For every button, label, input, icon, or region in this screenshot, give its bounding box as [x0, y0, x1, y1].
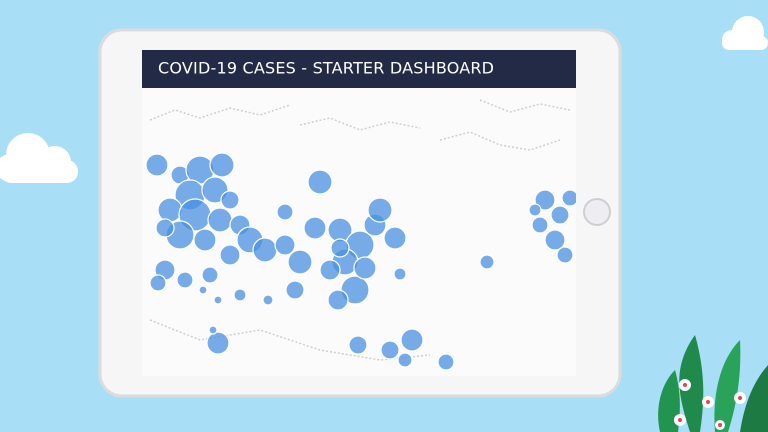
coastline: [439, 131, 561, 151]
case-bubble: [383, 226, 407, 250]
case-bubble: [262, 294, 274, 306]
coastline: [149, 104, 291, 121]
case-bubble: [198, 285, 208, 295]
case-bubble: [534, 189, 556, 211]
dashboard-title: COVID-19 CASES - STARTER DASHBOARD: [158, 59, 494, 78]
case-bubble: [176, 271, 194, 289]
case-bubble: [149, 274, 167, 292]
case-bubble: [380, 340, 400, 360]
case-bubble: [327, 289, 349, 311]
cloud-right: [722, 16, 768, 50]
coastline: [149, 319, 431, 361]
case-bubble: [219, 244, 241, 266]
case-bubble: [276, 203, 294, 221]
case-bubble: [531, 216, 549, 234]
cloud-left: [0, 133, 78, 183]
case-bubble: [550, 205, 570, 225]
header-bar: [142, 50, 576, 88]
coastline: [479, 99, 571, 113]
case-bubble: [209, 152, 235, 178]
case-bubble: [479, 254, 495, 270]
case-bubble: [319, 259, 341, 281]
home-button[interactable]: [583, 198, 611, 226]
case-bubble: [208, 325, 218, 335]
case-bubble: [544, 229, 566, 251]
case-bubble: [348, 335, 368, 355]
case-bubble: [397, 352, 413, 368]
case-bubble: [274, 234, 296, 256]
case-bubble: [193, 228, 217, 252]
case-bubble: [252, 237, 278, 263]
case-bubble: [213, 295, 223, 305]
case-bubble: [393, 267, 407, 281]
map: [145, 99, 576, 371]
case-bubble: [437, 353, 455, 371]
case-bubble: [353, 256, 377, 280]
case-bubble: [207, 207, 233, 233]
case-bubble: [561, 189, 576, 207]
plant: [658, 335, 768, 432]
case-bubble: [145, 153, 169, 177]
case-bubble: [556, 246, 574, 264]
case-bubble: [285, 280, 305, 300]
case-bubble: [330, 238, 350, 258]
case-bubble: [303, 216, 327, 240]
case-bubble: [528, 203, 542, 217]
case-bubble: [206, 331, 230, 355]
case-bubble: [220, 190, 240, 210]
case-bubble: [367, 197, 393, 223]
case-bubble: [400, 328, 424, 352]
case-bubble: [307, 169, 333, 195]
coastline: [299, 117, 421, 131]
case-bubble: [233, 288, 247, 302]
case-bubble: [155, 218, 175, 238]
case-bubble: [201, 266, 219, 284]
case-bubble: [157, 197, 183, 223]
case-bubble: [287, 249, 313, 275]
